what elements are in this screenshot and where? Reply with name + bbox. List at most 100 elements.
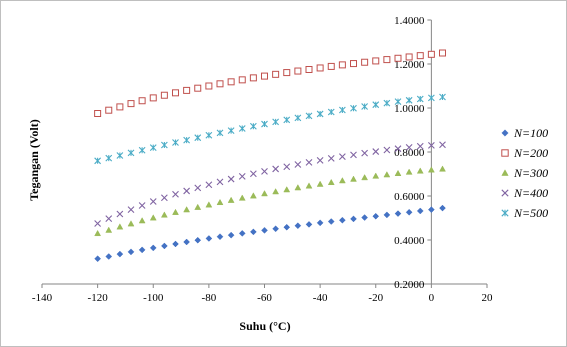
data-point — [238, 173, 246, 180]
data-point — [405, 208, 413, 216]
series-n-300 — [94, 165, 446, 237]
data-point — [238, 230, 246, 237]
data-point — [383, 211, 391, 219]
data-point — [261, 190, 268, 197]
data-point — [116, 250, 124, 258]
data-point — [383, 56, 391, 64]
data-point — [249, 170, 257, 178]
data-point — [361, 58, 369, 66]
data-point — [305, 66, 313, 73]
data-point — [138, 97, 146, 105]
data-point — [405, 168, 413, 175]
data-point — [394, 145, 402, 153]
y-tick-label: 0.6000 — [394, 191, 425, 203]
legend-item: N=500 — [501, 206, 548, 220]
y-tick-label: 0.4000 — [394, 235, 425, 247]
data-point — [94, 220, 102, 227]
data-point — [305, 158, 313, 166]
data-point — [327, 218, 335, 225]
data-point — [350, 151, 357, 159]
data-point — [149, 144, 157, 151]
legend-label: N=500 — [513, 206, 548, 220]
data-point — [138, 246, 146, 254]
data-point — [227, 78, 235, 86]
data-point — [138, 202, 146, 209]
data-point — [138, 217, 146, 224]
data-point — [205, 131, 213, 139]
legend-marker — [501, 169, 509, 176]
data-point — [316, 219, 324, 227]
data-point — [361, 174, 369, 181]
data-point — [372, 212, 380, 220]
data-point — [194, 84, 202, 92]
data-point — [427, 142, 435, 149]
data-point — [216, 198, 224, 206]
data-point — [160, 211, 168, 218]
data-point — [105, 215, 113, 223]
data-point — [439, 141, 446, 149]
legend: N=100 N=200 N=300 N=400 N=500 — [501, 126, 548, 220]
data-point — [227, 196, 235, 203]
data-point — [361, 149, 369, 157]
data-point — [194, 236, 202, 244]
data-point — [394, 210, 402, 217]
data-point — [127, 206, 135, 214]
data-point — [316, 156, 324, 164]
data-point — [238, 76, 246, 84]
data-point — [205, 235, 213, 242]
data-point — [205, 82, 213, 90]
data-point — [105, 106, 113, 114]
data-point — [216, 233, 224, 241]
data-point — [372, 172, 380, 179]
data-point — [272, 70, 280, 78]
data-point — [149, 244, 157, 252]
data-point — [105, 154, 113, 162]
data-point — [416, 167, 424, 174]
x-tick-label: 0 — [429, 292, 435, 304]
data-point — [127, 248, 135, 256]
legend-label: N=100 — [513, 126, 548, 140]
data-point — [261, 226, 268, 234]
data-point — [305, 112, 313, 120]
data-point — [294, 222, 302, 230]
data-point — [149, 94, 157, 102]
y-tick-label: 1.2000 — [394, 59, 425, 71]
data-point — [427, 166, 435, 173]
legend-item: N=100 — [501, 126, 548, 140]
data-point — [439, 93, 446, 101]
data-point — [394, 54, 402, 62]
x-tick-label: -20 — [368, 292, 383, 304]
data-point — [416, 52, 424, 60]
data-point — [116, 223, 124, 230]
x-tick-label: -120 — [88, 292, 109, 304]
data-point — [238, 125, 246, 132]
data-point — [94, 229, 102, 237]
data-point — [183, 86, 191, 94]
x-tick-label: 20 — [482, 292, 494, 304]
data-point — [149, 214, 157, 221]
series-layer — [94, 49, 446, 263]
data-point — [94, 157, 102, 165]
y-axis-title: Tegangan (Volt) — [27, 119, 41, 200]
data-point — [249, 74, 257, 82]
data-point — [416, 207, 424, 215]
data-point — [227, 175, 235, 183]
y-tick-label: 0.2000 — [394, 279, 425, 291]
x-axis-ticks: -140 -120 -100 -80 -60 -40 -20 0 20 — [32, 284, 493, 304]
data-point — [372, 101, 380, 109]
data-point — [305, 221, 313, 228]
data-point — [338, 61, 346, 69]
data-point — [428, 206, 435, 213]
data-point — [339, 216, 346, 224]
data-point — [216, 129, 224, 137]
data-point — [116, 210, 124, 218]
data-point — [238, 194, 246, 201]
data-point — [250, 228, 257, 236]
data-point — [172, 208, 179, 215]
y-tick-label: 1.0000 — [394, 103, 425, 115]
y-axis-ticks: 0.2000 0.4000 0.6000 0.8000 1.0000 1.2000 1.40… — [394, 15, 432, 291]
data-point — [427, 94, 435, 102]
data-point — [105, 226, 113, 233]
data-point — [427, 50, 435, 58]
data-point — [383, 171, 391, 178]
